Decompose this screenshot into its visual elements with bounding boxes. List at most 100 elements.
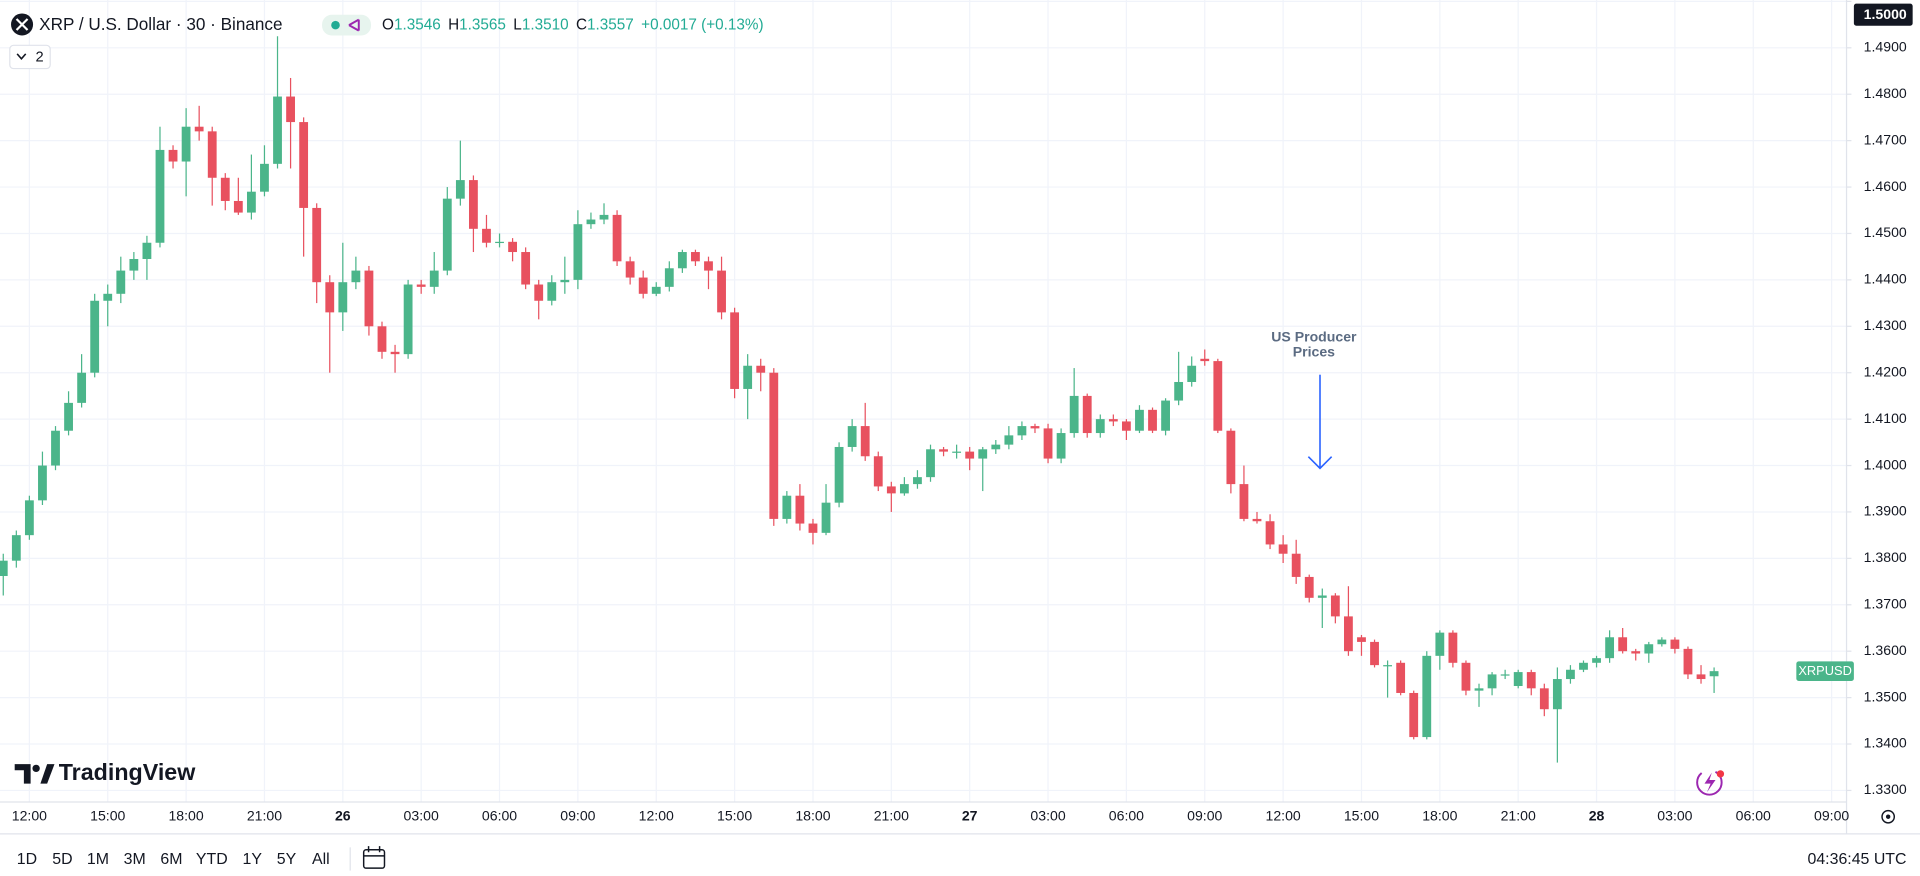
candles bbox=[0, 36, 1719, 763]
range-button[interactable]: 1M bbox=[87, 851, 109, 868]
candle-body bbox=[11, 535, 21, 561]
x-tick-label: 06:00 bbox=[1736, 807, 1771, 823]
candle-body bbox=[1631, 651, 1641, 654]
range-button[interactable]: 5Y bbox=[277, 851, 297, 868]
candle-body bbox=[1657, 639, 1667, 645]
candle-body bbox=[403, 284, 413, 355]
candle-body bbox=[1605, 637, 1615, 659]
candle-body bbox=[1174, 381, 1184, 401]
candle-body bbox=[913, 477, 922, 485]
y-tick-label: 1.4900 bbox=[1864, 39, 1907, 55]
settings-icon[interactable] bbox=[1881, 809, 1896, 824]
candle-body bbox=[1474, 688, 1484, 691]
alert-icon[interactable] bbox=[1696, 769, 1725, 796]
candle-body bbox=[455, 180, 465, 199]
candle-body bbox=[442, 198, 452, 271]
candle-body bbox=[116, 270, 126, 294]
x-tick-label: 26 bbox=[335, 807, 351, 823]
range-button[interactable]: 3M bbox=[124, 851, 146, 868]
candle-body bbox=[377, 326, 387, 352]
candle-body bbox=[1265, 521, 1275, 545]
candle-body bbox=[325, 282, 335, 313]
candle-body bbox=[769, 372, 779, 519]
candle-body bbox=[364, 270, 374, 327]
candle-body bbox=[1383, 665, 1393, 667]
candle-body bbox=[1552, 679, 1562, 710]
candle-body bbox=[821, 502, 831, 533]
candle-body bbox=[1709, 671, 1719, 677]
x-tick-label: 28 bbox=[1589, 807, 1605, 823]
candle-body bbox=[743, 365, 753, 389]
candle-body bbox=[1566, 669, 1575, 680]
y-tick-label: 1.4000 bbox=[1864, 456, 1907, 472]
candle-body bbox=[168, 149, 178, 162]
candle-body bbox=[1579, 662, 1588, 670]
indicator-toggle[interactable] bbox=[9, 44, 51, 70]
y-tick-label: 1.4400 bbox=[1864, 271, 1907, 287]
toolbar: 1D 5D 1M 3M 6M YTD 1Y 5Y All bbox=[17, 851, 330, 868]
range-button[interactable]: 6M bbox=[160, 851, 182, 868]
candle-body bbox=[573, 224, 583, 280]
candle-body bbox=[521, 252, 531, 285]
candle-body bbox=[351, 270, 361, 283]
range-button[interactable]: 1Y bbox=[243, 851, 263, 868]
x-tick-label: 21:00 bbox=[247, 807, 282, 823]
candle-body bbox=[246, 191, 256, 213]
candle-body bbox=[312, 207, 322, 283]
candle-body bbox=[1200, 358, 1210, 362]
candle-body bbox=[1187, 365, 1197, 382]
series-price-tag bbox=[1796, 661, 1854, 681]
grid bbox=[0, 0, 1847, 803]
indicator-count[interactable]: 2 bbox=[36, 49, 44, 65]
candle-body bbox=[233, 200, 243, 213]
candle-body bbox=[1056, 433, 1066, 459]
symbol-title[interactable]: XRP / U.S. Dollar · 30 · Binance bbox=[39, 14, 282, 34]
calendar-icon[interactable] bbox=[362, 846, 386, 869]
range-button[interactable]: 5D bbox=[52, 851, 72, 868]
candle-body bbox=[142, 242, 152, 259]
x-tick-label: 12:00 bbox=[1266, 807, 1301, 823]
candle-body bbox=[64, 402, 73, 431]
candle-body bbox=[599, 214, 609, 220]
range-button[interactable]: 1D bbox=[17, 851, 37, 868]
candle-body bbox=[926, 449, 935, 478]
candle-body bbox=[1095, 419, 1105, 434]
x-tick-label: 21:00 bbox=[1501, 807, 1536, 823]
candle-body bbox=[1409, 692, 1419, 738]
y-tick-label: 1.4100 bbox=[1864, 410, 1907, 426]
candle-body bbox=[664, 268, 674, 287]
candle-body bbox=[286, 96, 295, 123]
range-button[interactable]: All bbox=[312, 851, 330, 868]
candle-body bbox=[730, 312, 740, 389]
candle-body bbox=[1252, 518, 1262, 522]
candle-body bbox=[1226, 430, 1236, 485]
candle-body bbox=[1108, 419, 1118, 422]
clock: 04:36:45 UTC bbox=[1807, 851, 1906, 868]
x-tick-label: 18:00 bbox=[168, 807, 203, 823]
x-tick-label: 03:00 bbox=[1030, 807, 1065, 823]
candle-body bbox=[939, 449, 948, 452]
candle-body bbox=[1592, 658, 1601, 663]
candle-body bbox=[899, 484, 909, 494]
candle-body bbox=[534, 284, 544, 301]
y-tick-label: 1.3500 bbox=[1864, 688, 1907, 704]
status-pill[interactable] bbox=[322, 14, 372, 36]
x-tick-label: 21:00 bbox=[874, 807, 909, 823]
range-button[interactable]: YTD bbox=[196, 851, 228, 868]
candle-body bbox=[1618, 637, 1628, 652]
annotation-text: Prices bbox=[1293, 343, 1335, 359]
candle-body bbox=[1121, 421, 1131, 431]
candle-body bbox=[1004, 435, 1014, 445]
candle-body bbox=[978, 449, 988, 459]
candle-body bbox=[299, 122, 309, 208]
candle-body bbox=[847, 426, 857, 447]
candle-body bbox=[129, 258, 139, 271]
ohlc-label: O bbox=[382, 17, 394, 34]
annotation-arrowhead bbox=[1307, 456, 1333, 470]
ohlc-value: 1.3546 bbox=[394, 17, 441, 34]
ohlc-value: 1.3510 bbox=[522, 17, 569, 34]
candle-body bbox=[90, 300, 100, 373]
candle-body bbox=[338, 282, 348, 313]
y-tick-label: 1.3400 bbox=[1864, 735, 1907, 751]
